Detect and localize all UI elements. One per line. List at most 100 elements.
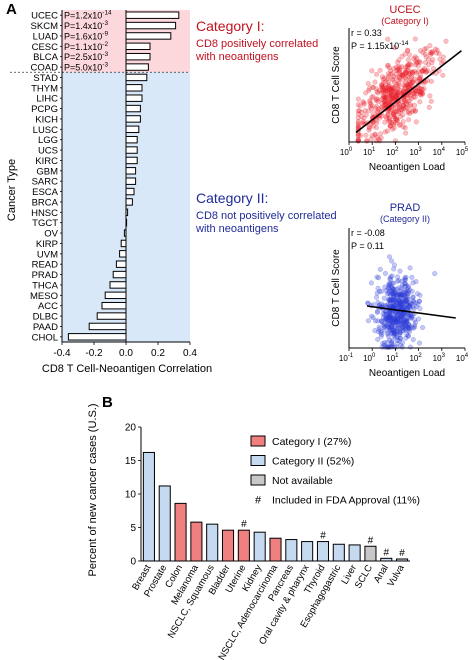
scatter-point [396, 325, 402, 331]
scatter-point [386, 83, 392, 89]
scatter-point [429, 50, 435, 56]
scatter-point [407, 303, 413, 309]
scatter-point [392, 289, 398, 295]
scatter-point [406, 325, 412, 331]
scatter-point [391, 303, 397, 309]
scatter-point [413, 88, 419, 94]
scatter-point [379, 82, 385, 88]
scatter-point [385, 108, 391, 114]
scatter-point [421, 65, 427, 71]
scatter-point [390, 342, 396, 348]
p-value-blca: P=2.5x10-3 [64, 51, 108, 62]
scatter-point [383, 315, 389, 321]
prad-subtitle: (Category II) [380, 214, 430, 224]
scatter-point [414, 60, 420, 66]
scatter-point [375, 329, 381, 335]
scatter-point [373, 118, 379, 124]
scatter-point [411, 306, 417, 312]
x-tick-label: 103 [433, 353, 446, 363]
scatter-point [392, 45, 398, 51]
scatter-point [412, 76, 418, 82]
scatter-point [403, 80, 409, 86]
scatter-point [413, 300, 419, 306]
scatter-point [395, 291, 401, 297]
legend-swatch [250, 435, 266, 447]
category-label-lgg: LGG [38, 135, 58, 146]
x-tick-label: 0.0 [119, 348, 133, 359]
scatter-point [412, 36, 418, 42]
scatter-point [389, 344, 395, 350]
scatter-point [355, 115, 361, 121]
scatter-point [370, 84, 376, 90]
scatter-point [402, 318, 408, 324]
scatter-point [398, 292, 404, 298]
scatter-point [405, 333, 411, 339]
scatter-point [385, 112, 391, 118]
scatter-point [397, 121, 403, 127]
scatter-point [392, 108, 398, 114]
scatter-point [390, 114, 396, 120]
bar-thca [109, 281, 127, 289]
category-label-uvm: UVM [37, 249, 58, 260]
scatter-point [394, 92, 400, 98]
prad-scatter-plot: PRAD (Category II) 10-1 100 101 102 103 104 r … [331, 202, 469, 379]
category-label-tgct: TGCT [32, 218, 58, 229]
scatter-point [397, 291, 403, 297]
scatter-point [382, 94, 388, 100]
scatter-point [399, 282, 405, 288]
scatter-point [420, 325, 426, 331]
scatter-point [390, 126, 396, 132]
scatter-point [395, 298, 401, 304]
bar-melanoma [190, 521, 203, 562]
scatter-point [359, 109, 365, 115]
scatter-point [443, 38, 449, 44]
scatter-point [437, 56, 443, 62]
scatter-point [382, 119, 388, 125]
scatter-point [355, 102, 361, 108]
category-i-line1: CD8 positively correlated [196, 38, 318, 50]
scatter-point [397, 291, 403, 297]
scatter-point [423, 54, 429, 60]
scatter-point [382, 94, 388, 100]
scatter-point [370, 84, 376, 90]
scatter-point [366, 86, 372, 92]
scatter-point [369, 94, 375, 100]
scatter-point [374, 294, 380, 300]
scatter-point [387, 297, 393, 303]
scatter-point [382, 101, 388, 107]
scatter-point [386, 286, 392, 292]
scatter-point [403, 69, 409, 75]
scatter-point [397, 293, 403, 299]
scatter-point [391, 74, 397, 80]
scatter-point [412, 68, 418, 74]
bar-prad [112, 270, 127, 279]
scatter-point [416, 88, 422, 94]
scatter-point [386, 73, 392, 79]
scatter-point [401, 289, 407, 295]
scatter-point [406, 304, 412, 310]
scatter-point [394, 92, 400, 98]
scatter-point [384, 101, 390, 107]
x-axis-title: Neoantigen Load [369, 368, 445, 379]
category-label-kirc: KIRC [35, 156, 58, 167]
scatter-point [395, 74, 401, 80]
scatter-point [390, 319, 396, 325]
scatter-point [402, 321, 408, 327]
scatter-point [396, 110, 402, 116]
scatter-point [397, 338, 403, 344]
scatter-point [389, 95, 395, 101]
scatter-point [385, 63, 391, 69]
scatter-point [404, 64, 410, 70]
scatter-point [412, 62, 418, 68]
scatter-point [400, 321, 406, 327]
scatter-point [406, 321, 412, 327]
scatter-point [406, 322, 412, 328]
scatter-point [395, 60, 401, 66]
scatter-point [366, 88, 372, 94]
scatter-point [394, 293, 400, 299]
scatter-point [393, 297, 399, 303]
x-tick-label: 101 [386, 353, 399, 363]
scatter-point [395, 67, 401, 73]
scatter-point [395, 285, 401, 291]
scatter-point [384, 291, 390, 297]
